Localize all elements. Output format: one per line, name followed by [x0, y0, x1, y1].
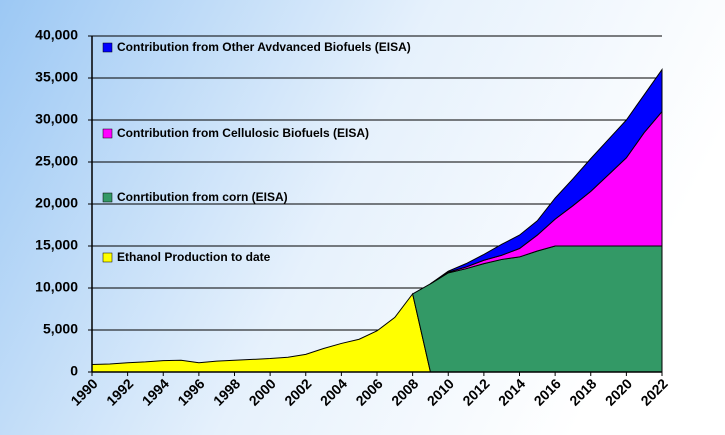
legend-label: Contribution from Cellulosic Biofuels (E…	[117, 126, 369, 140]
legend-swatch	[102, 128, 113, 139]
y-tick-label: 0	[70, 363, 78, 379]
legend-swatch	[102, 192, 113, 203]
y-tick-label: 20,000	[35, 195, 78, 211]
y-tick-label: 35,000	[35, 69, 78, 85]
y-tick-label: 5,000	[43, 321, 78, 337]
y-tick-label: 15,000	[35, 237, 78, 253]
legend-label: Contribution from Other Avdvanced Biofue…	[117, 40, 411, 54]
legend-label: Conrtibution from corn (EISA)	[117, 190, 288, 204]
y-tick-label: 40,000	[35, 27, 78, 43]
legend-swatch	[102, 42, 113, 53]
y-tick-label: 25,000	[35, 153, 78, 169]
legend-swatch	[102, 252, 113, 263]
y-tick-label: 10,000	[35, 279, 78, 295]
legend-label: Ethanol Production to date	[117, 250, 271, 264]
area	[430, 68, 663, 285]
y-tick-label: 30,000	[35, 111, 78, 127]
